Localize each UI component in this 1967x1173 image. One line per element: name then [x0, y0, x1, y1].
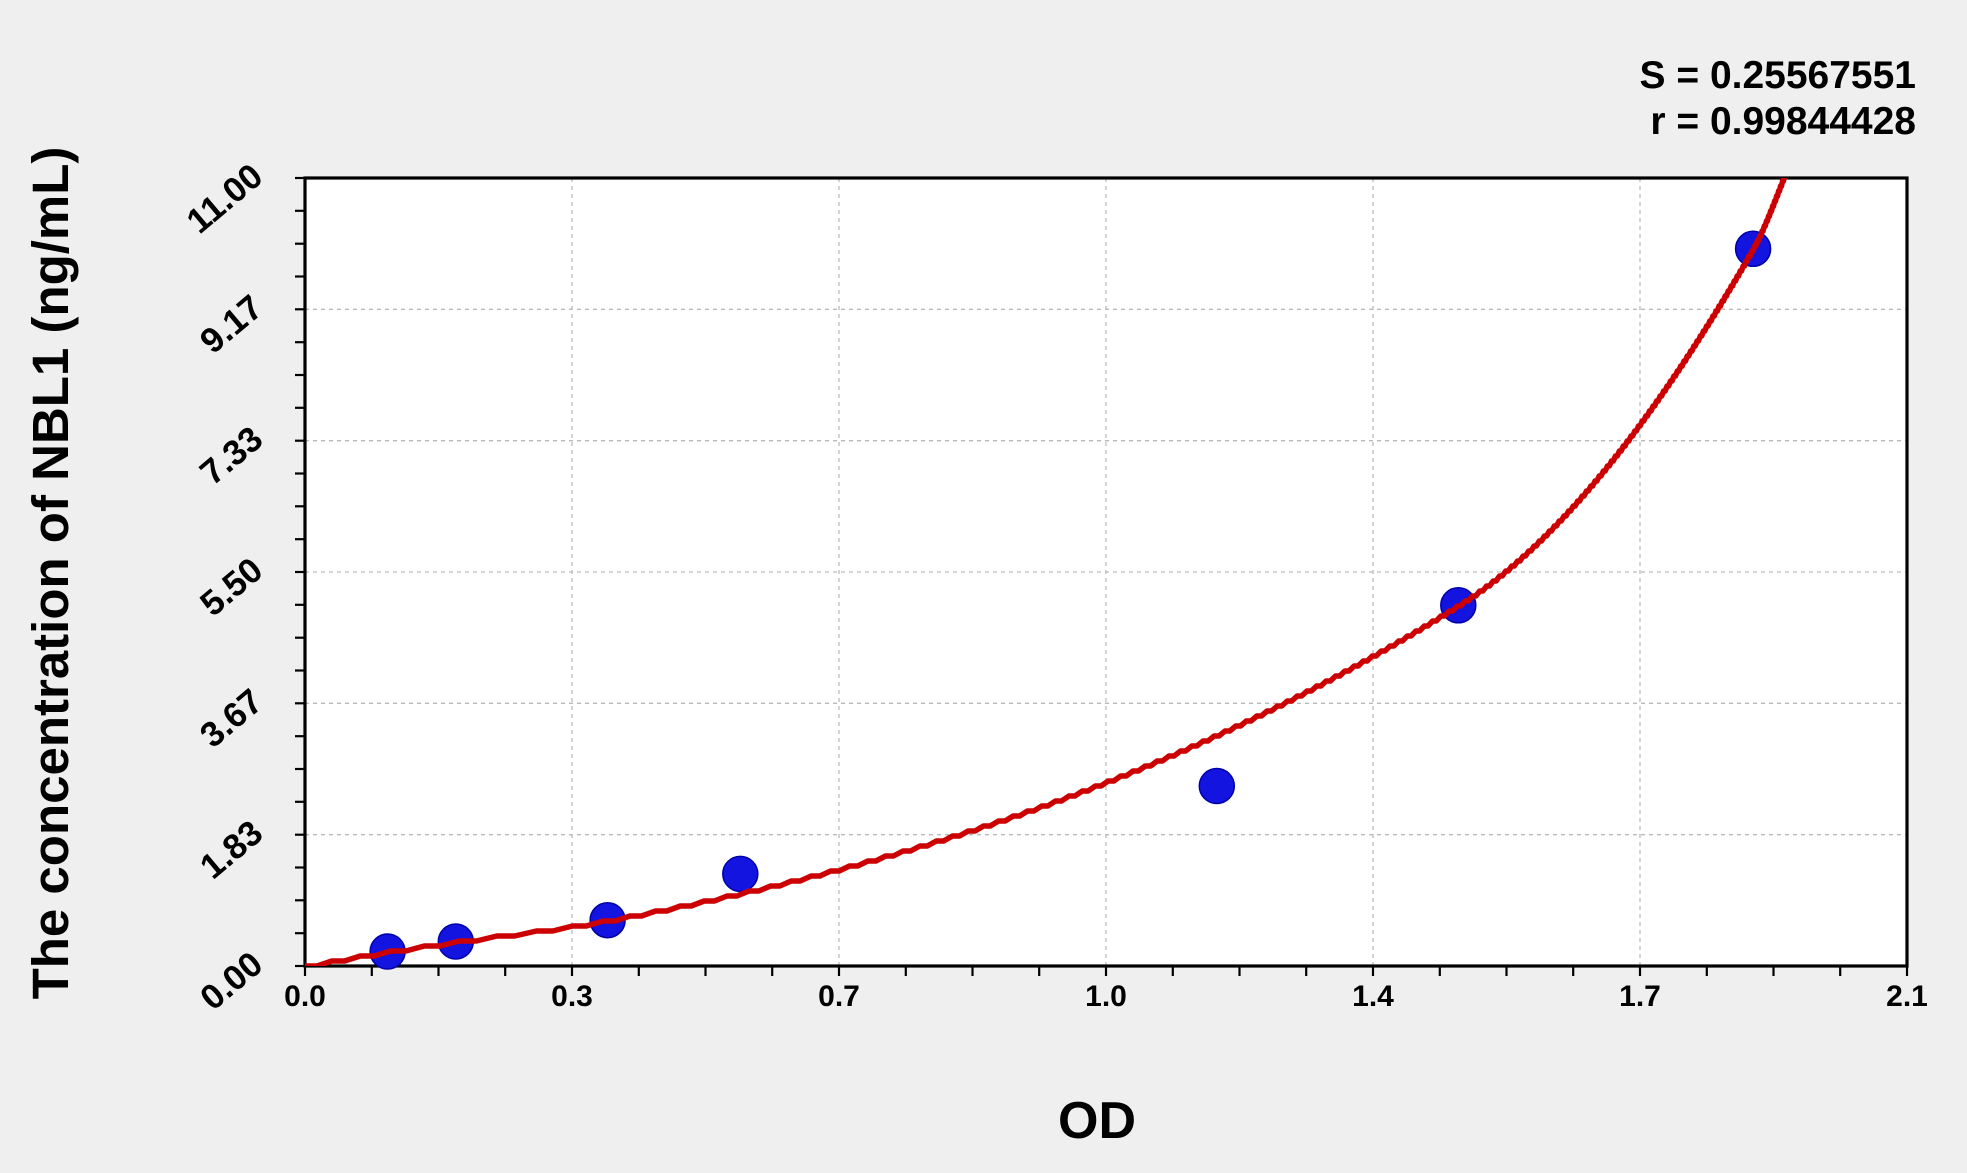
svg-text:0.0: 0.0: [284, 980, 326, 1013]
svg-text:S = 0.25567551: S = 0.25567551: [1639, 54, 1916, 97]
svg-text:2.1: 2.1: [1886, 980, 1928, 1013]
svg-text:r = 0.99844428: r = 0.99844428: [1650, 100, 1916, 143]
svg-text:OD: OD: [1058, 1092, 1136, 1150]
svg-text:0.7: 0.7: [818, 980, 860, 1013]
svg-text:1.0: 1.0: [1085, 980, 1127, 1013]
svg-text:0.3: 0.3: [551, 980, 593, 1013]
svg-text:The concentration of NBL1 (ng/: The concentration of NBL1 (ng/mL): [22, 147, 79, 1000]
svg-text:1.4: 1.4: [1352, 980, 1394, 1013]
svg-text:1.7: 1.7: [1619, 980, 1661, 1013]
